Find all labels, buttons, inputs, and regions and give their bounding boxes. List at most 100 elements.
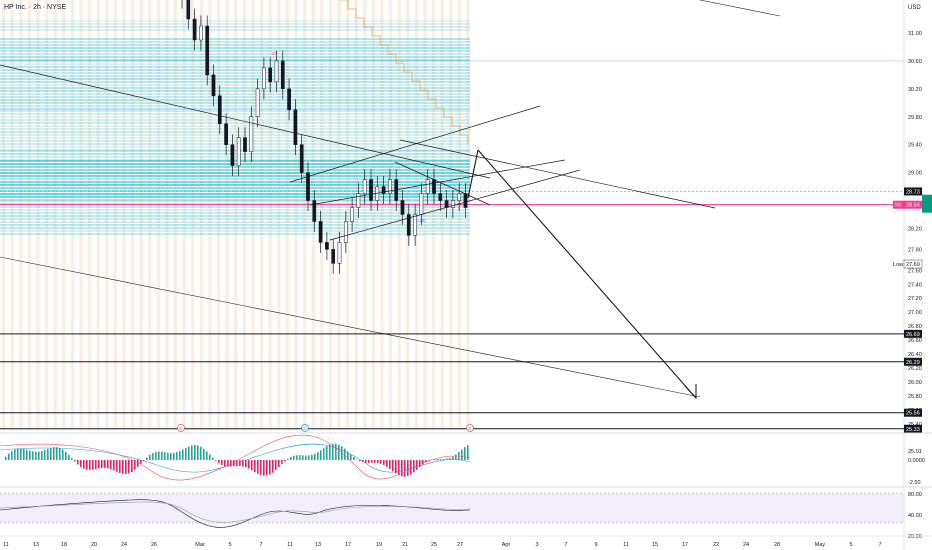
histogram-bar xyxy=(260,460,262,476)
volume-band-row xyxy=(0,105,470,107)
histogram-bar xyxy=(440,459,442,460)
histogram-bar xyxy=(386,460,388,467)
histogram-bar xyxy=(284,460,286,462)
volume-band-row xyxy=(0,224,470,226)
histogram-bar xyxy=(95,460,97,470)
candle-body xyxy=(356,193,361,208)
candle-body xyxy=(331,249,336,264)
candle-body xyxy=(432,179,436,194)
histogram-bar xyxy=(452,456,454,460)
price-label-text: 26.69 xyxy=(906,332,920,338)
histogram-bar xyxy=(218,460,220,464)
histogram-bar xyxy=(335,443,337,460)
time-tick-label: 13 xyxy=(315,542,321,548)
histogram-bar xyxy=(215,460,217,461)
histogram-bar xyxy=(14,449,16,460)
volume-band-row xyxy=(0,116,470,118)
session-stripe xyxy=(389,0,393,430)
histogram-bar xyxy=(119,460,121,473)
candle-body xyxy=(186,0,191,20)
histogram-bar xyxy=(413,460,415,473)
histogram-bar xyxy=(254,460,256,473)
session-stripe xyxy=(10,0,14,430)
volume-band-row xyxy=(0,81,470,83)
histogram-bar xyxy=(299,455,301,460)
candle-body xyxy=(369,179,373,201)
histogram-bar xyxy=(464,447,466,460)
volume-band-row xyxy=(0,47,470,49)
histogram-bar xyxy=(5,456,7,460)
session-stripe xyxy=(113,0,117,430)
volume-band-row xyxy=(0,178,470,180)
session-stripe xyxy=(122,0,126,430)
histogram-bar xyxy=(68,454,70,460)
histogram-bar xyxy=(281,460,283,465)
price-tick-label: 26.00 xyxy=(908,380,922,386)
volume-band-row xyxy=(0,29,470,31)
histogram-bar xyxy=(167,452,169,460)
histogram-bar xyxy=(194,444,196,460)
histogram-bar xyxy=(173,452,175,460)
histogram-bar xyxy=(323,448,325,460)
rising-channel-mid xyxy=(309,159,566,206)
candle-body xyxy=(444,200,449,208)
session-stripe xyxy=(354,0,358,430)
session-stripe xyxy=(156,0,160,430)
volume-band-row xyxy=(0,190,470,192)
session-stripe xyxy=(337,0,341,430)
histogram-bar xyxy=(11,451,13,460)
time-tick-label: 11 xyxy=(623,542,629,548)
session-stripe xyxy=(363,0,367,430)
time-tick-label: 9 xyxy=(594,542,597,548)
currency-label: USD xyxy=(908,5,921,11)
session-stripe xyxy=(96,0,100,430)
price-tick-label: 27.20 xyxy=(908,296,922,302)
time-tick-label: 17 xyxy=(682,542,688,548)
volume-band-row xyxy=(0,66,470,68)
volume-band-row xyxy=(0,38,470,40)
volume-band-row xyxy=(0,160,470,162)
histogram-bar xyxy=(41,450,43,460)
time-tick-label: 5 xyxy=(849,542,852,548)
histogram-bar xyxy=(233,460,235,467)
volume-band-row xyxy=(0,102,470,104)
histogram-bar xyxy=(134,460,136,470)
price-tick-label: 26.40 xyxy=(908,352,922,358)
price-label-text: 25.33 xyxy=(906,427,920,433)
candle-body xyxy=(192,18,197,41)
volume-band-row xyxy=(0,203,470,205)
histogram-bar xyxy=(227,460,229,467)
price-tick-label: 25.01 xyxy=(908,449,922,455)
session-stripe xyxy=(466,0,470,430)
time-tick-label: Mar xyxy=(195,542,205,548)
candle-body xyxy=(337,242,342,264)
time-tick-label: May xyxy=(815,542,826,548)
volume-band-row xyxy=(0,113,470,115)
volume-band-row xyxy=(0,125,470,127)
volume-band-row xyxy=(0,131,470,133)
session-stripe xyxy=(148,0,152,430)
histogram-bar xyxy=(347,451,349,460)
histogram-bar xyxy=(50,447,52,460)
histogram-bar xyxy=(389,460,391,469)
session-stripe xyxy=(208,0,212,430)
histogram-bar xyxy=(221,460,223,466)
time-tick-label: 13 xyxy=(33,542,39,548)
green-price-badge xyxy=(922,194,932,213)
volume-band-row xyxy=(0,50,470,52)
histogram-bar xyxy=(179,451,181,460)
session-stripe xyxy=(260,0,264,430)
histogram-bar xyxy=(398,460,400,476)
price-label-box xyxy=(903,259,923,269)
volume-band-row xyxy=(0,99,470,101)
candle-body xyxy=(230,144,235,166)
histogram-bar xyxy=(38,451,40,460)
osc2-tick: 40.00 xyxy=(908,513,922,519)
volume-band-row xyxy=(0,93,470,95)
histogram-bar xyxy=(53,447,55,460)
histogram-bar xyxy=(257,460,259,474)
session-stripe xyxy=(371,0,375,430)
histogram-bar xyxy=(32,451,34,460)
volume-band-row xyxy=(0,23,470,25)
